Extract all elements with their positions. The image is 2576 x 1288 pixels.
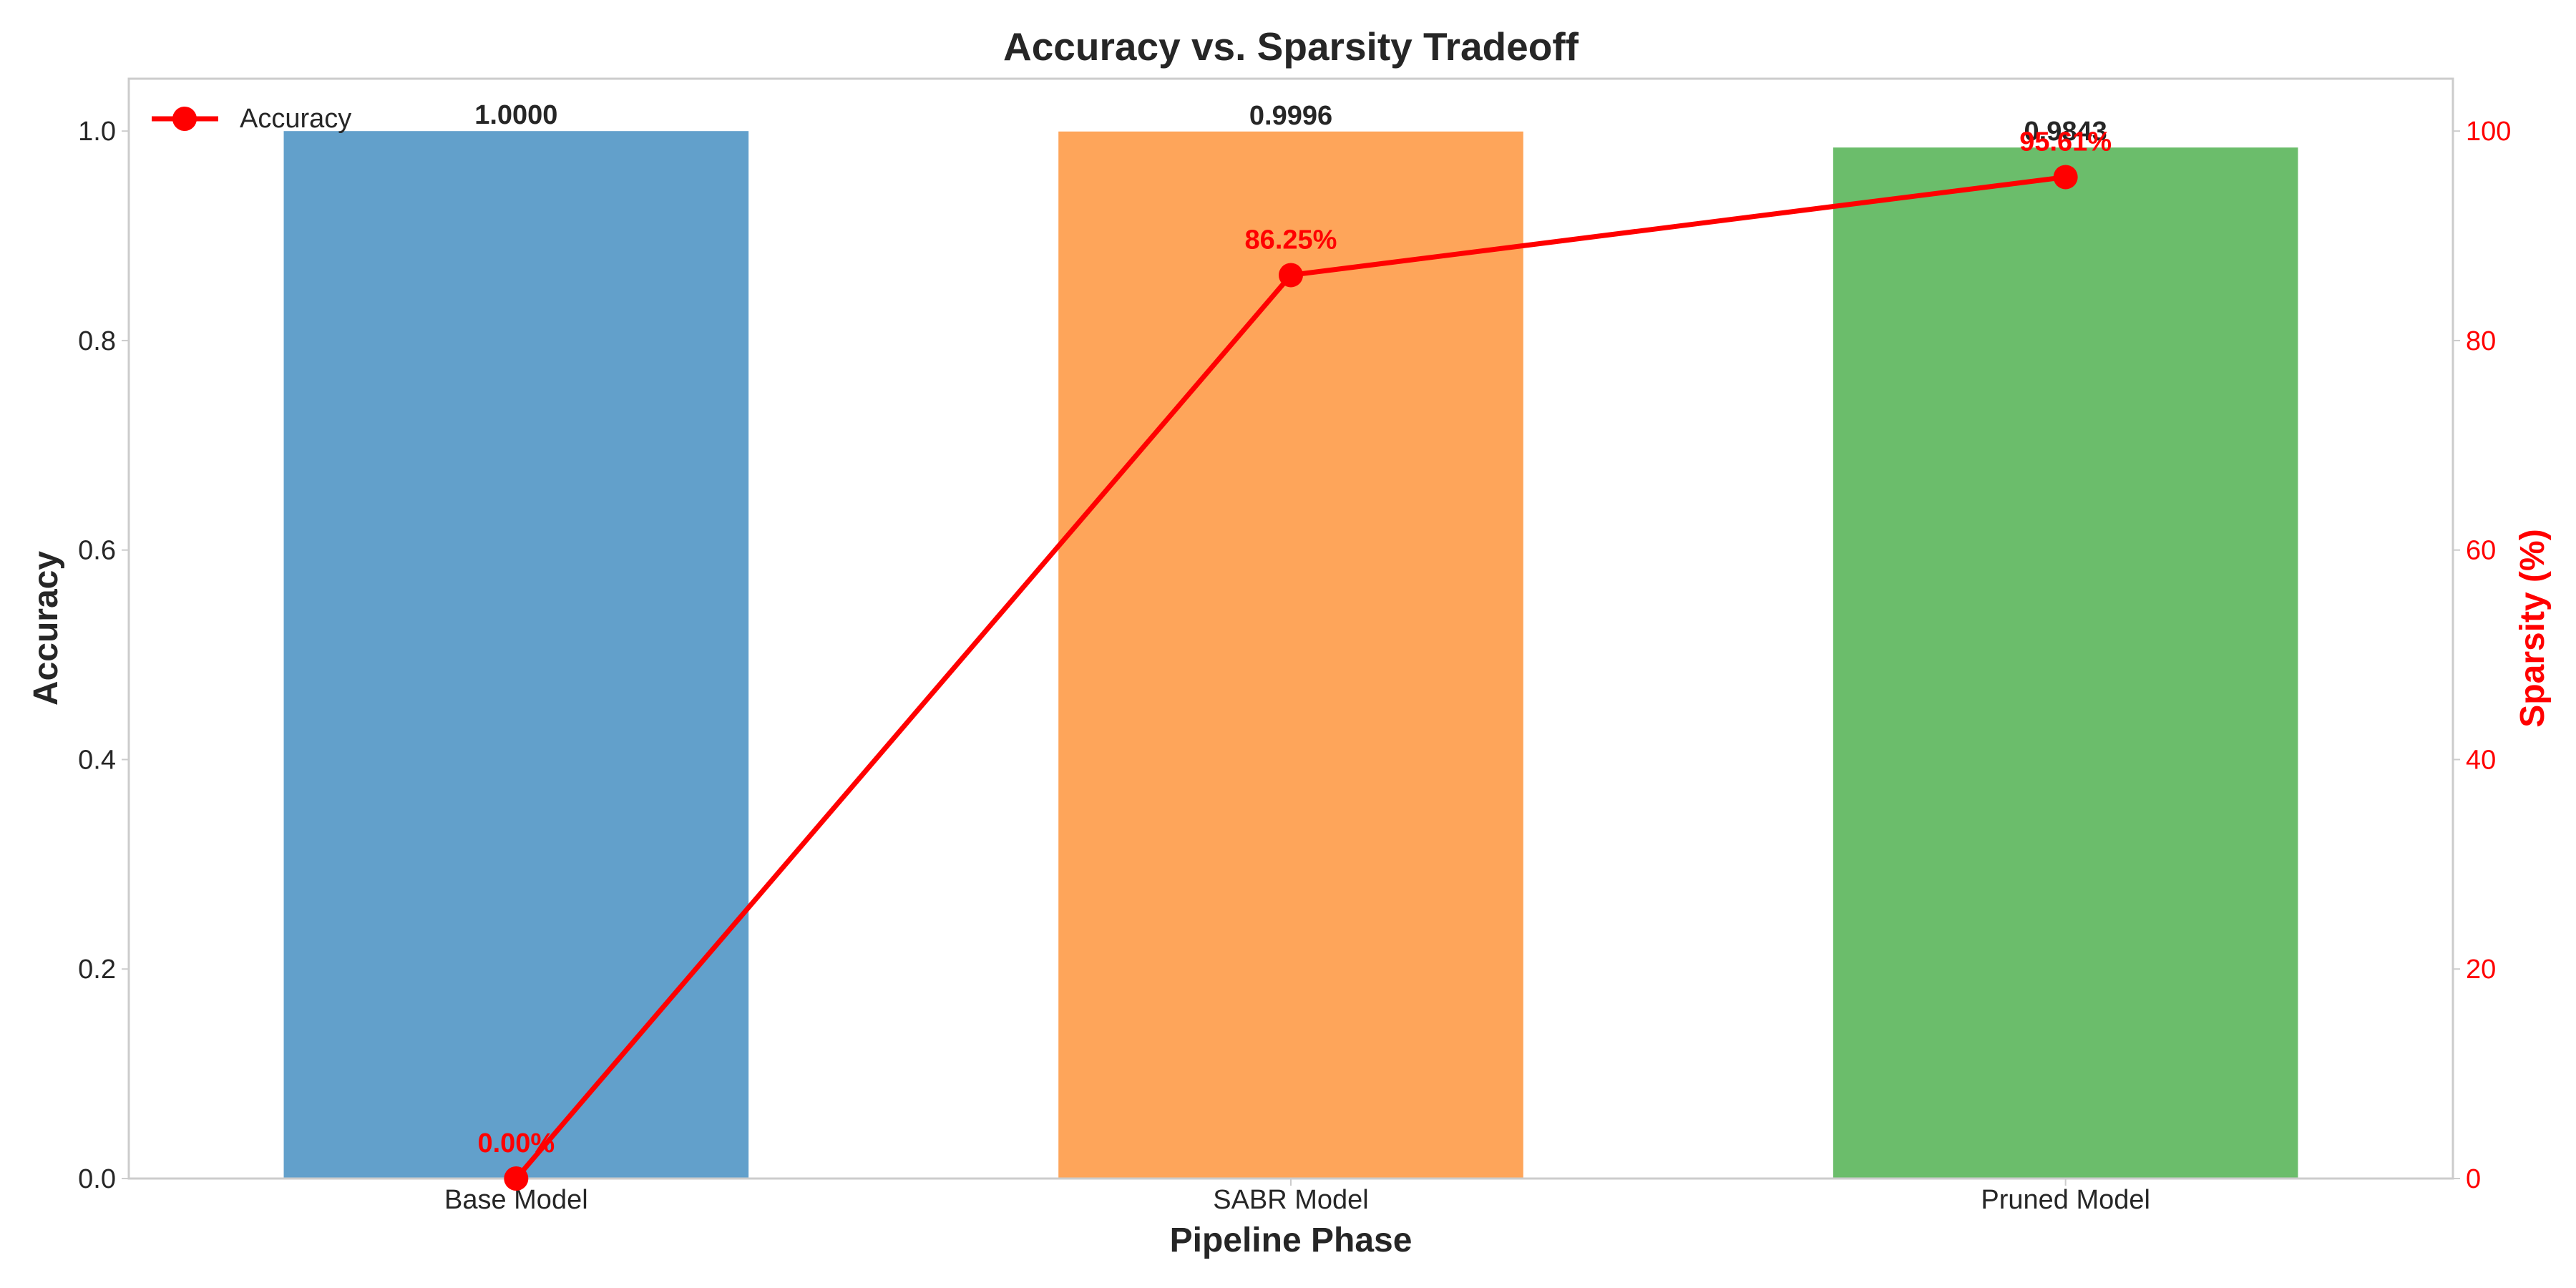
y-tick-label-1: 0.0 xyxy=(78,1164,116,1194)
y-tick-label-4: 0.6 xyxy=(78,536,116,566)
right-axis-ticks: 0 20 40 60 80 100 xyxy=(2453,117,2511,1194)
sparsity-line-group xyxy=(504,165,2078,1191)
bar-value-label-2: 0.9996 xyxy=(1249,101,1332,131)
bar-value-label-3: 0.9843 xyxy=(2024,117,2107,147)
y-tick-label-6: 1.0 xyxy=(78,117,116,147)
y-tick-label-3: 0.4 xyxy=(78,745,116,775)
legend: Accuracy xyxy=(152,104,351,134)
y-tick-label-5: 0.8 xyxy=(78,326,116,356)
y-tick-label-2: 0.2 xyxy=(78,955,116,985)
sparsity-point-3 xyxy=(2053,165,2078,190)
chart-title: Accuracy vs. Sparsity Tradeoff xyxy=(1003,24,1579,69)
bar-1 xyxy=(283,131,749,1179)
y2-tick-label-3: 40 xyxy=(2466,745,2496,775)
line-label-group: 0.00% 86.25% 95.61% xyxy=(477,127,2112,1158)
left-axis-ticks: 0.0 0.2 0.4 0.6 0.8 1.0 xyxy=(78,117,129,1194)
legend-label-accuracy: Accuracy xyxy=(240,104,351,134)
x-axis-label: Pipeline Phase xyxy=(1170,1221,1413,1259)
sparsity-value-label-1: 0.00% xyxy=(477,1128,555,1158)
sparsity-point-2 xyxy=(1279,263,1303,288)
y2-tick-label-4: 60 xyxy=(2466,536,2496,566)
y2-axis-label: Sparsity (%) xyxy=(2514,529,2552,727)
x-tick-label-3: Pruned Model xyxy=(1981,1185,2150,1215)
bar-group xyxy=(283,131,2298,1179)
x-tick-label-2: SABR Model xyxy=(1213,1185,1369,1215)
bar-label-group: 1.0000 0.9996 0.9843 xyxy=(474,100,2107,147)
y-axis-label: Accuracy xyxy=(27,551,65,706)
y2-tick-label-5: 80 xyxy=(2466,326,2496,356)
sparsity-value-label-3: 95.61% xyxy=(2019,127,2112,157)
y2-tick-label-1: 0 xyxy=(2466,1164,2481,1194)
sparsity-value-label-2: 86.25% xyxy=(1245,225,1337,255)
bar-3 xyxy=(1833,147,2298,1179)
x-axis-ticks: Base Model SABR Model Pruned Model xyxy=(444,1179,2150,1215)
y2-tick-label-2: 20 xyxy=(2466,955,2496,985)
y2-tick-label-6: 100 xyxy=(2466,117,2511,147)
legend-marker-swatch xyxy=(172,107,197,131)
bar-value-label-1: 1.0000 xyxy=(474,100,557,130)
bar-2 xyxy=(1058,131,1523,1179)
sparsity-point-1 xyxy=(504,1166,529,1191)
